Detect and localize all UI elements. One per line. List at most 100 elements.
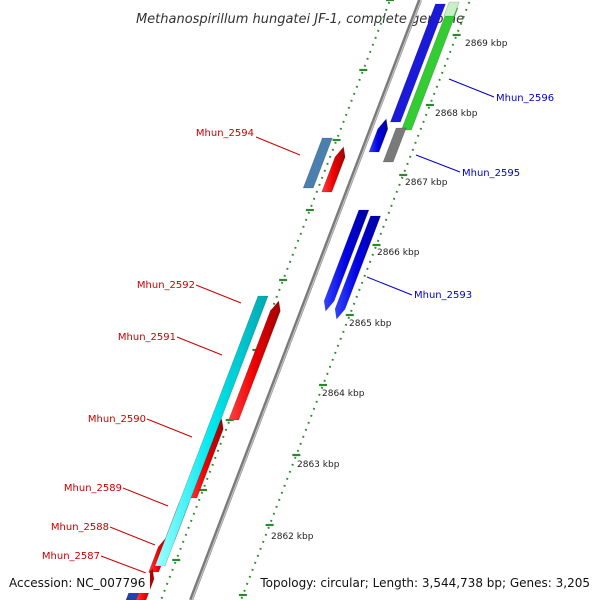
- minor-tick: [339, 127, 343, 130]
- minor-tick: [363, 274, 366, 277]
- leader-line: [146, 418, 193, 438]
- minor-tick: [272, 302, 276, 305]
- minor-tick: [206, 477, 209, 480]
- ruler-label: 2863 kbp: [297, 460, 340, 470]
- minor-tick: [181, 540, 185, 543]
- minor-tick: [416, 134, 420, 137]
- minor-tick: [222, 435, 225, 438]
- minor-tick: [424, 113, 428, 116]
- minor-tick: [307, 421, 310, 424]
- minor-tick: [315, 190, 319, 193]
- cds-arrow: [368, 118, 389, 153]
- minor-tick: [296, 449, 300, 452]
- minor-tick: [269, 519, 273, 522]
- minor-tick: [294, 246, 297, 249]
- minor-tick: [347, 106, 351, 109]
- minor-tick: [302, 435, 305, 438]
- minor-tick: [304, 218, 308, 221]
- minor-tick: [198, 498, 201, 501]
- minor-tick: [302, 225, 305, 228]
- minor-tick: [192, 512, 196, 515]
- minor-tick: [350, 99, 353, 102]
- minor-tick: [286, 267, 289, 270]
- ruler-label: 2867 kbp: [405, 178, 448, 188]
- minor-tick: [331, 358, 334, 361]
- genome-backbone-highlight: [191, 0, 422, 600]
- accession-text: Accession: NC_007796: [9, 576, 145, 590]
- minor-tick: [187, 526, 190, 529]
- minor-tick: [288, 470, 292, 473]
- minor-tick: [310, 204, 313, 207]
- minor-tick: [283, 484, 286, 487]
- minor-tick: [315, 400, 318, 403]
- minor-tick: [336, 344, 340, 347]
- trna-feature: [302, 137, 333, 189]
- minor-tick: [275, 505, 278, 508]
- gene-label-mhun-2594: Mhun_2594: [196, 128, 254, 139]
- leader-line: [122, 487, 169, 507]
- minor-tick: [171, 568, 174, 571]
- gene-labels: Mhun_2596 Mhun_2595 Mhun_2594 Mhun_2593 …: [42, 78, 554, 574]
- minor-tick: [414, 141, 417, 144]
- gene-label-mhun-2590: Mhun_2590: [88, 414, 146, 425]
- cds-arrow: [321, 146, 346, 193]
- minor-tick: [286, 477, 289, 480]
- minor-tick: [299, 442, 302, 445]
- minor-tick: [438, 78, 441, 81]
- minor-tick: [200, 491, 204, 494]
- minor-tick: [328, 155, 332, 158]
- minor-tick: [462, 15, 465, 18]
- ruler-label: 2865 kbp: [349, 319, 392, 329]
- minor-tick: [368, 260, 372, 263]
- minor-tick: [280, 281, 284, 284]
- leader-line: [109, 526, 156, 546]
- minor-tick: [288, 260, 292, 263]
- gene-label-mhun-2588: Mhun_2588: [51, 522, 109, 533]
- minor-tick: [457, 29, 460, 32]
- minor-tick: [267, 526, 270, 529]
- leader-line: [415, 154, 461, 173]
- footer-backdrop-right: [258, 573, 596, 593]
- minor-tick: [347, 316, 350, 319]
- gene-label-mhun-2596: Mhun_2596: [496, 93, 554, 104]
- minor-tick: [392, 197, 396, 200]
- minor-tick: [334, 141, 337, 144]
- minor-tick: [384, 218, 388, 221]
- gene-label-mhun-2595: Mhun_2595: [462, 168, 520, 179]
- minor-tick: [387, 1, 391, 4]
- minor-tick: [275, 295, 278, 298]
- minor-tick: [299, 232, 303, 235]
- ruler-labels: 2869 kbp 2868 kbp 2867 kbp 2866 kbp 2865…: [271, 39, 508, 542]
- topology-text: Topology: circular; Length: 3,544,738 bp…: [259, 576, 590, 590]
- minor-tick: [374, 36, 377, 39]
- ruler-label: 2864 kbp: [322, 389, 365, 399]
- orf-feature: [154, 295, 269, 567]
- minor-tick: [278, 288, 281, 291]
- minor-tick: [245, 582, 249, 585]
- minor-tick: [256, 554, 260, 557]
- minor-tick: [432, 92, 436, 95]
- leader-line: [255, 136, 301, 156]
- minor-tick: [203, 484, 206, 487]
- minor-tick: [440, 71, 444, 74]
- minor-tick: [363, 64, 367, 67]
- minor-tick: [173, 561, 177, 564]
- minor-tick: [419, 127, 423, 130]
- minor-tick: [342, 330, 345, 333]
- minor-tick: [264, 533, 268, 536]
- ruler-label: 2868 kbp: [435, 109, 478, 119]
- minor-tick: [352, 302, 356, 305]
- minor-tick: [179, 547, 182, 550]
- minor-tick: [430, 99, 433, 102]
- minor-tick: [406, 162, 409, 165]
- minor-tick: [454, 36, 457, 39]
- cds-arrow: [334, 215, 381, 320]
- minor-tick: [385, 8, 388, 11]
- minor-tick: [248, 575, 252, 578]
- minor-tick: [377, 29, 380, 32]
- minor-tick: [368, 50, 372, 53]
- minor-tick: [163, 589, 166, 592]
- minor-tick: [374, 246, 377, 249]
- minor-tick: [189, 519, 193, 522]
- minor-tick: [395, 190, 399, 193]
